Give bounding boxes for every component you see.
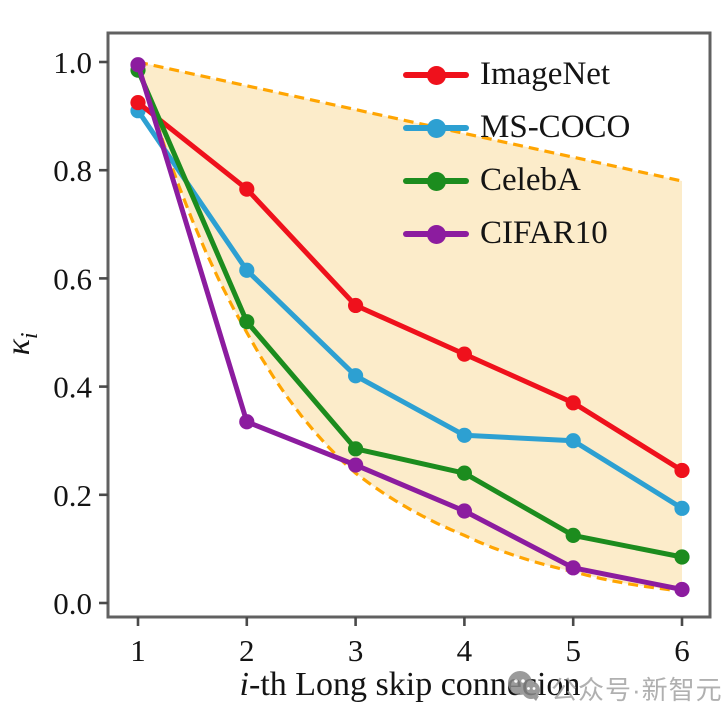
x-tick-label-1: 1 xyxy=(130,633,146,668)
y-tick-label-0.4: 0.4 xyxy=(53,370,92,405)
envelope-shaded-region xyxy=(138,62,682,592)
data-point-imagenet-x2 xyxy=(239,181,255,197)
data-point-cifar10-x4 xyxy=(456,503,472,519)
legend-marker-mscoco xyxy=(403,118,469,138)
data-point-celeba-x6 xyxy=(674,549,690,565)
data-point-cifar10-x2 xyxy=(239,414,255,430)
data-point-cifar10-x3 xyxy=(348,457,364,473)
watermark: 公众号·新智元 xyxy=(505,668,723,708)
data-point-mscoco-x5 xyxy=(565,433,581,449)
y-tick-label-0.8: 0.8 xyxy=(53,153,92,188)
chart-legend: ImageNet MS-COCO CelebA CIFAR10 xyxy=(403,48,630,260)
x-tick-label-6: 6 xyxy=(674,633,690,668)
legend-item-cifar10: CIFAR10 xyxy=(403,207,630,260)
x-tick-label-3: 3 xyxy=(348,633,364,668)
data-point-mscoco-x6 xyxy=(674,500,690,516)
data-point-imagenet-x3 xyxy=(348,297,364,314)
series-line-mscoco xyxy=(135,108,685,511)
x-tick-label-4: 4 xyxy=(457,633,473,668)
data-point-imagenet-x6 xyxy=(674,462,690,479)
legend-item-celeba: CelebA xyxy=(403,154,630,207)
data-point-mscoco-x4 xyxy=(456,427,472,443)
data-point-cifar10-x5 xyxy=(565,560,581,576)
data-point-celeba-x2 xyxy=(239,314,255,330)
data-point-imagenet-x4 xyxy=(456,346,472,362)
legend-label-cifar10: CIFAR10 xyxy=(480,215,608,251)
plot-frame xyxy=(106,31,712,619)
legend-marker-cifar10 xyxy=(403,224,469,244)
legend-item-imagenet: ImageNet xyxy=(403,48,630,101)
data-point-celeba-x5 xyxy=(565,527,581,543)
data-point-mscoco-x3 xyxy=(348,368,364,384)
series-line-imagenet xyxy=(135,100,685,473)
legend-item-mscoco: MS-COCO xyxy=(403,101,630,154)
y-tick-label-0.6: 0.6 xyxy=(53,261,92,296)
data-point-cifar10-x6 xyxy=(674,581,690,598)
legend-label-imagenet: ImageNet xyxy=(480,56,611,92)
x-tick-label-2: 2 xyxy=(239,633,255,668)
series-line-celeba xyxy=(135,67,685,560)
envelope-lower-dashed-line xyxy=(136,61,683,593)
y-tick-label-0.0: 0.0 xyxy=(53,586,92,621)
y-axis-label: κi xyxy=(0,332,43,356)
y-tick-label-0.2: 0.2 xyxy=(53,478,92,513)
data-point-imagenet-x1 xyxy=(130,94,146,111)
watermark-text: 公众号·新智元 xyxy=(551,674,723,705)
y-tick-label-1.0: 1.0 xyxy=(53,45,92,80)
data-point-celeba-x3 xyxy=(348,441,364,457)
legend-label-mscoco: MS-COCO xyxy=(480,109,631,145)
x-tick-label-5: 5 xyxy=(565,633,581,668)
wechat-icon xyxy=(508,671,540,701)
data-point-celeba-x4 xyxy=(456,465,472,481)
legend-label-celeba: CelebA xyxy=(480,162,581,198)
legend-marker-celeba xyxy=(403,171,469,191)
envelope-upper-dashed-line xyxy=(137,60,683,183)
series-line-cifar10 xyxy=(135,62,685,592)
data-point-mscoco-x2 xyxy=(239,262,255,278)
data-point-cifar10-x1 xyxy=(130,57,146,73)
data-point-imagenet-x5 xyxy=(565,395,581,411)
legend-marker-imagenet xyxy=(403,65,469,85)
